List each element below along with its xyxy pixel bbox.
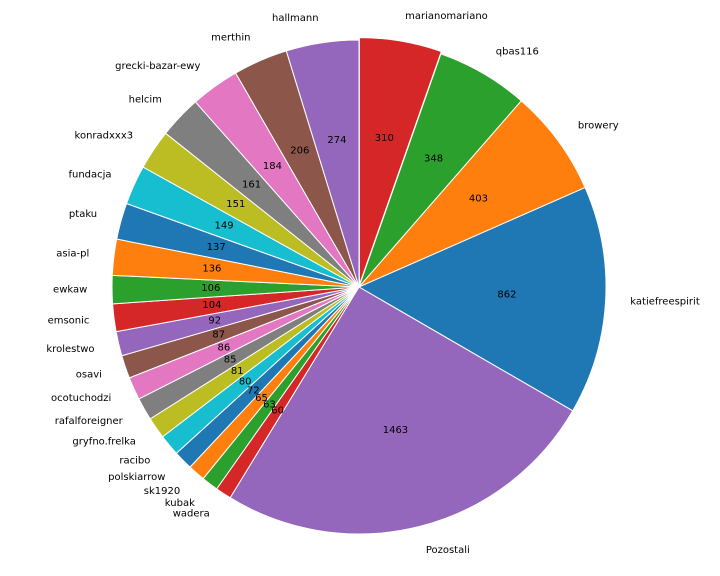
category-label-gryfno-frelka: gryfno.frelka [72, 437, 135, 448]
value-label-osavi: 87 [212, 329, 225, 340]
value-label-sk1920: 65 [255, 393, 268, 404]
category-label-asia-pl: asia-pl [56, 249, 89, 260]
category-label-ewkaw: ewkaw [53, 284, 87, 295]
category-label-sk1920: sk1920 [144, 486, 180, 497]
category-label-grecki-bazar-ewy: grecki-bazar-ewy [115, 61, 200, 72]
pie-slice-pozostali [229, 286, 574, 535]
value-label-marianomariano: 310 [375, 133, 394, 144]
category-label-konradxxx3: konradxxx3 [75, 130, 134, 141]
category-label-fundacja: fundacja [68, 169, 111, 180]
value-label-ewkaw: 106 [201, 283, 220, 294]
category-label-qbas116: qbas116 [496, 47, 539, 58]
value-label-rafalforeigner: 85 [224, 355, 237, 366]
category-label-katiefreespirit: katiefreespirit [630, 297, 700, 308]
value-label-fundacja: 149 [214, 220, 233, 231]
value-label-hallmann: 274 [327, 135, 346, 146]
value-label-kubak: 63 [263, 400, 276, 411]
value-label-grecki-bazar-ewy: 184 [263, 161, 282, 172]
value-label-krolestwo: 92 [208, 316, 221, 327]
value-label-ocotuchodzi: 86 [218, 342, 231, 353]
pie-slice-marianomariano [358, 37, 442, 286]
value-label-konradxxx3: 151 [226, 199, 245, 210]
category-label-marianomariano: marianomariano [405, 11, 488, 22]
category-label-ptaku: ptaku [69, 209, 97, 220]
value-label-katiefreespirit: 862 [497, 290, 516, 301]
value-label-pozostali: 1463 [383, 425, 408, 436]
value-label-helcim: 161 [242, 179, 261, 190]
category-label-racibo: racibo [119, 456, 150, 467]
category-label-browery: browery [578, 121, 619, 132]
category-label-ocotuchodzi: ocotuchodzi [51, 393, 111, 404]
value-label-emsonic: 104 [202, 300, 221, 311]
category-label-wadera: wadera [173, 509, 210, 520]
category-label-kubak: kubak [165, 498, 195, 509]
value-label-ptaku: 137 [207, 242, 226, 253]
value-label-racibo: 80 [239, 376, 252, 387]
value-label-asia-pl: 136 [202, 264, 221, 275]
category-label-emsonic: emsonic [48, 315, 90, 326]
value-label-gryfno-frelka: 81 [231, 366, 244, 377]
value-label-wadera: 60 [271, 405, 284, 416]
category-label-krolestwo: krolestwo [46, 344, 94, 355]
pie-slice-katiefreespirit [358, 187, 607, 412]
category-label-helcim: helcim [129, 94, 162, 105]
category-label-polskiarrow: polskiarrow [108, 472, 165, 483]
value-label-merthin: 206 [290, 146, 309, 157]
category-labels: marianomariano qbas116 browery katiefreespi… [46, 11, 699, 556]
pie-slice-browery [358, 100, 586, 288]
category-label-hallmann: hallmann [272, 13, 319, 24]
pie-slice-hallmann [285, 39, 360, 288]
value-label-polskiarrow: 72 [247, 386, 260, 397]
value-label-browery: 403 [469, 194, 488, 205]
category-label-pozostali: Pozostali [426, 545, 470, 556]
value-label-qbas116: 348 [424, 153, 443, 164]
category-label-merthin: merthin [211, 32, 250, 43]
pie-slices [111, 37, 607, 535]
category-label-rafalforeigner: rafalforeigner [55, 416, 124, 427]
category-label-osavi: osavi [76, 369, 102, 380]
